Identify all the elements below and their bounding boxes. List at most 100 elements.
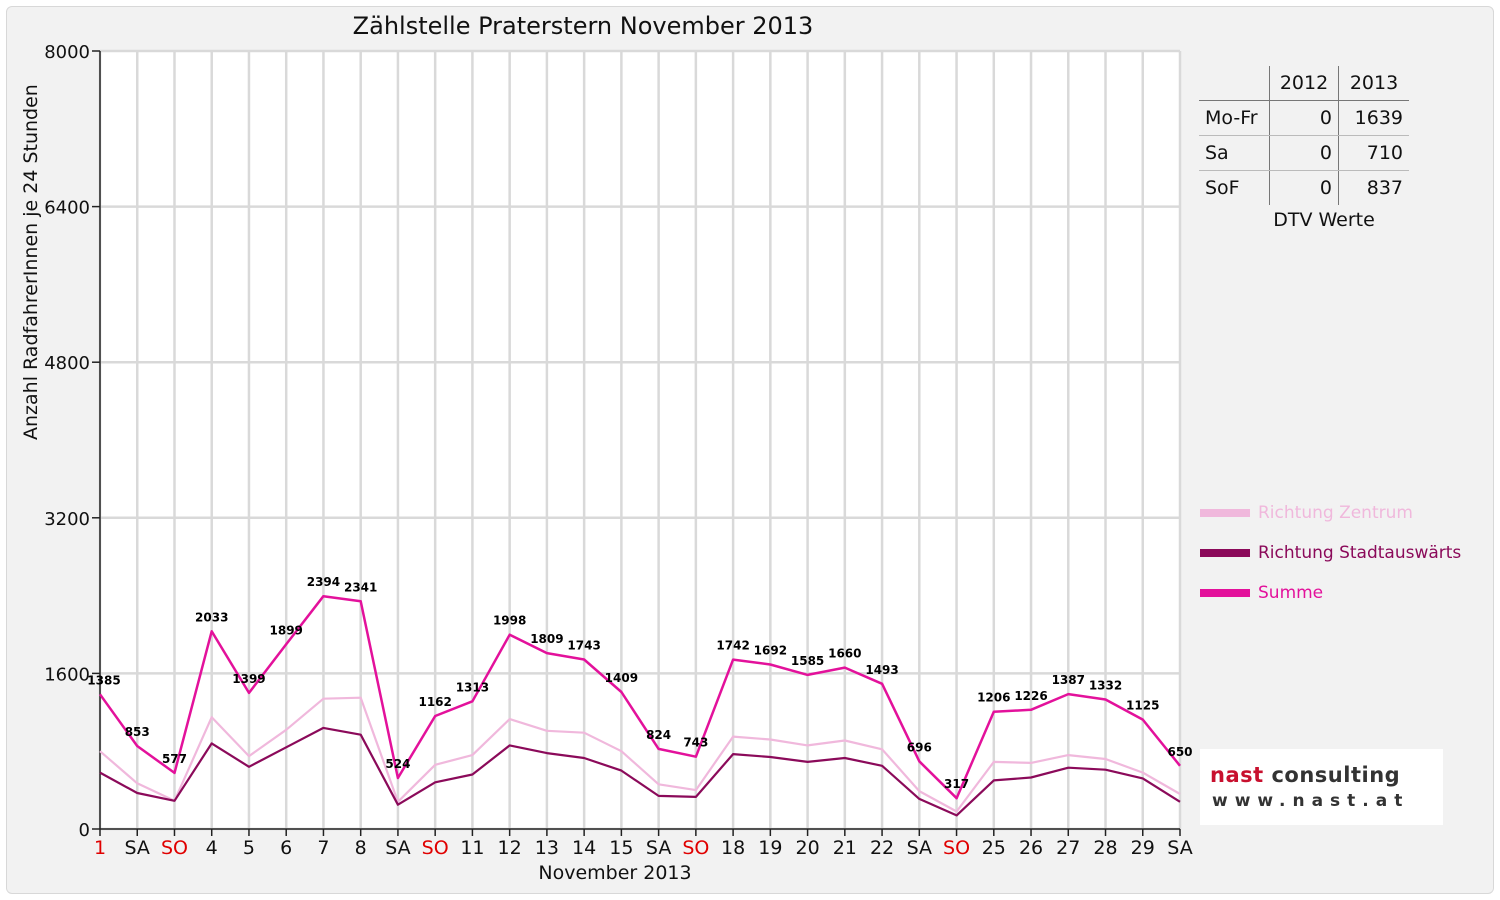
data-label: 1809 xyxy=(530,632,563,646)
series-line-1 xyxy=(99,696,1181,813)
x-tick-label: SO xyxy=(682,837,709,859)
dtv-header-2013: 2013 xyxy=(1338,66,1409,101)
series-lines xyxy=(98,594,1181,817)
x-tick-label: SO xyxy=(161,837,188,859)
dtv-value-2013: 710 xyxy=(1338,135,1409,171)
dtv-row-sa: Sa 0 710 xyxy=(1199,135,1409,171)
dtv-table: 2012 2013 Mo-Fr 0 1639 Sa 0 710 SoF 0 83… xyxy=(1199,66,1409,231)
x-tick-label: 28 xyxy=(1093,837,1117,859)
x-tick-label: 22 xyxy=(870,837,894,859)
data-label: 1332 xyxy=(1089,678,1122,692)
logo-url: www.nast.at xyxy=(1212,791,1410,811)
data-label: 317 xyxy=(944,777,969,791)
x-tick-label: 26 xyxy=(1019,837,1043,859)
y-tick-label: 6400 xyxy=(44,198,90,219)
data-label: 1998 xyxy=(493,614,526,628)
data-label: 1409 xyxy=(605,671,638,685)
x-tick-label: SA xyxy=(1167,837,1192,859)
y-tick-label: 4800 xyxy=(44,353,90,374)
y-tick-label: 0 xyxy=(79,820,90,841)
x-tick-label: 12 xyxy=(498,837,522,859)
x-tick-label: 15 xyxy=(609,837,633,859)
dtv-value-2012: 0 xyxy=(1269,100,1339,136)
data-label: 696 xyxy=(907,740,932,754)
x-tick-label: 5 xyxy=(243,837,255,859)
y-tick-label: 1600 xyxy=(44,664,90,685)
logo-name-part2: consulting xyxy=(1271,763,1401,787)
x-tick-label: 29 xyxy=(1131,837,1155,859)
x-tick-label: 6 xyxy=(280,837,292,859)
legend-swatch xyxy=(1200,549,1250,557)
data-label: 1692 xyxy=(754,643,787,657)
dtv-caption: DTV Werte xyxy=(1273,209,1375,231)
data-label: 524 xyxy=(385,757,410,771)
data-labels: 1385 853 577 2033 1399 1899 2394 2341 524 1162 131… xyxy=(87,575,1192,791)
x-tick-label: SA xyxy=(125,837,150,859)
x-tick-label: SA xyxy=(907,837,932,859)
data-label: 1899 xyxy=(270,623,303,637)
chart-title: Zählstelle Praterstern November 2013 xyxy=(352,12,814,40)
data-label: 1493 xyxy=(865,663,898,677)
dtv-header-row: 2012 2013 xyxy=(1199,66,1409,101)
dtv-header-blank xyxy=(1199,66,1270,101)
dtv-value-2012: 0 xyxy=(1269,135,1339,171)
x-tick-label: SA xyxy=(646,837,671,859)
x-tick-label: 18 xyxy=(721,837,745,859)
data-label: 824 xyxy=(646,728,671,742)
dtv-label: Sa xyxy=(1199,135,1270,171)
legend-swatch xyxy=(1200,589,1250,597)
data-label: 1742 xyxy=(716,639,749,653)
legend-swatch xyxy=(1200,509,1250,517)
dtv-row-sof: SoF 0 837 xyxy=(1199,170,1409,205)
data-label: 1385 xyxy=(87,673,120,687)
data-label: 1743 xyxy=(567,638,600,652)
company-logo: nast consulting www.nast.at xyxy=(1200,749,1443,825)
data-label: 1387 xyxy=(1052,673,1085,687)
series-line-2 xyxy=(99,726,1181,817)
legend-item-summe: Summe xyxy=(1200,573,1461,613)
data-label: 1585 xyxy=(791,654,824,668)
x-tick-label: SO xyxy=(943,837,970,859)
x-tick-labels: 1 SA SO 4 5 6 7 8 SA SO 11 12 13 14 15 SA SO 18 19 20 21 22 SA… xyxy=(94,837,1193,859)
data-label: 2341 xyxy=(344,580,377,594)
x-tick-label: SO xyxy=(422,837,449,859)
data-label: 650 xyxy=(1167,745,1192,759)
dtv-row-mofr: Mo-Fr 0 1639 xyxy=(1199,100,1409,136)
data-label: 1162 xyxy=(418,695,451,709)
x-tick-label: 8 xyxy=(355,837,367,859)
data-label: 2033 xyxy=(195,610,228,624)
x-tick-label: 14 xyxy=(572,837,596,859)
plot-area xyxy=(100,51,1180,829)
data-label: 853 xyxy=(125,725,150,739)
logo-name: nast consulting xyxy=(1210,763,1400,787)
data-label: 1313 xyxy=(456,680,489,694)
data-label: 1125 xyxy=(1126,699,1159,713)
dtv-label: Mo-Fr xyxy=(1199,100,1270,136)
dtv-value-2013: 837 xyxy=(1338,170,1409,205)
logo-name-part1: nast xyxy=(1210,763,1264,787)
x-tick-label: 25 xyxy=(982,837,1006,859)
data-label: 1226 xyxy=(1014,689,1047,703)
data-label: 577 xyxy=(162,752,187,766)
dtv-label: SoF xyxy=(1205,177,1240,199)
x-tick-label: 21 xyxy=(833,837,857,859)
dtv-value-2013: 1639 xyxy=(1338,100,1409,136)
data-label: 1206 xyxy=(977,691,1010,705)
x-tick-label: 19 xyxy=(758,837,782,859)
legend-label: Summe xyxy=(1258,583,1324,603)
x-tick-label: 27 xyxy=(1056,837,1080,859)
legend-label: Richtung Stadtauswärts xyxy=(1258,543,1462,563)
data-label: 1660 xyxy=(828,647,861,661)
data-label: 2394 xyxy=(307,575,340,589)
dtv-header-2012: 2012 xyxy=(1269,66,1339,101)
legend-item-zentrum: Richtung Zentrum xyxy=(1200,493,1461,533)
data-label: 743 xyxy=(683,736,708,750)
y-axis-label: Anzahl RadfahrerInnen je 24 Stunden xyxy=(20,84,42,440)
legend: Richtung Zentrum Richtung Stadtauswärts … xyxy=(1200,493,1461,613)
x-axis-label: November 2013 xyxy=(538,862,692,884)
y-tick-label: 8000 xyxy=(44,42,90,63)
series-line-3 xyxy=(98,594,1181,800)
axes xyxy=(92,50,1181,836)
x-tick-label: 13 xyxy=(535,837,559,859)
